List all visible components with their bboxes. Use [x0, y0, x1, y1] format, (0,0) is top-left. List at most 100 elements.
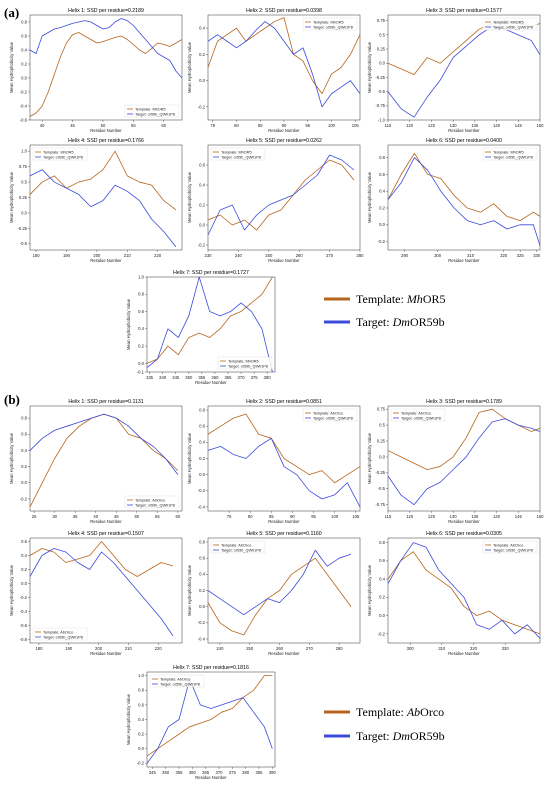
chart-7-title: Helix 7: SSD per residue=0.1727 [173, 270, 249, 276]
chart-2-xtick-label: 105 [352, 123, 360, 128]
chart-9-ytick-label: -0.4 [198, 504, 206, 509]
chart-2-frame [207, 14, 361, 121]
chart-11-frame [29, 537, 183, 644]
chart-7-series-template-line [146, 276, 273, 364]
chart-3-xtick-label: 135 [471, 123, 479, 128]
chart-9-ytick-label: 0.4 [199, 440, 205, 445]
chart-3-ytick-label: -0.25 [375, 75, 385, 80]
chart-11-title: Helix 4: SSD per residue=0.1507 [68, 531, 144, 537]
chart-5-legend-entry: Template: MhOR5 [221, 150, 252, 154]
chart-9-legend-entry: Target: or59b_Q9W1P8 [313, 416, 353, 420]
chart-3-ytick-label: 0.75 [377, 18, 386, 23]
chart-1-xtick-label: 50 [101, 123, 106, 128]
chart-5-series-template-line [207, 159, 355, 231]
chart-8-xtick-label: 50 [134, 514, 139, 519]
big-legend-b-target-label: Target: DmOR59b [356, 729, 445, 743]
chart-12-ytick-label: 0.2 [199, 588, 205, 593]
chart-4-legend-entry: Template: MhOR5 [43, 150, 74, 154]
chart-3-legend-entry: Target: or59b_Q9W1P8 [493, 25, 533, 29]
chart-5-ytick-label: 0.4 [199, 182, 205, 187]
chart-8-ytick-label: 0.4 [21, 448, 27, 453]
chart-13: Helix 6: SSD per residue=0.0305 300 310 320… [367, 531, 541, 656]
chart-9: Helix 2: SSD per residue=0.0851 75 80 85 90 9… [187, 399, 361, 524]
chart-3-xtick-label: 145 [515, 123, 523, 128]
chart-13-legend-box [482, 540, 538, 554]
chart-14-xtick-label: 370 [216, 770, 224, 775]
chart-4-ylabel: Mean Hydrophobicity Value [9, 171, 14, 223]
chart-6-xtick-label: 290 [401, 253, 409, 258]
chart-10-legend-entry: Template: AbOrco [401, 411, 431, 415]
chart-11-ytick-label: 0.2 [21, 567, 27, 572]
chart-3-xtick-label: 120 [406, 123, 414, 128]
chart-4-ytick-label: -0.5 [20, 241, 28, 246]
chart-5-ytick-label: 0.6 [199, 162, 205, 167]
chart-12-title: Helix 5: SSD per residue=0.1160 [246, 531, 321, 537]
chart-9-xtick-label: 90 [290, 514, 295, 519]
chart-7-legend-box [217, 356, 273, 370]
chart-3-ytick-label: 0.25 [377, 46, 386, 51]
chart-14-xtick-label: 375 [229, 770, 237, 775]
chart-4-frame [29, 144, 183, 251]
chart-2: Helix 2: SSD per residue=0.0398 75 80 85 90 9… [187, 8, 361, 133]
chart-11-ytick-label: -0.6 [20, 623, 28, 628]
chart-2-ytick-label: 0.4 [199, 26, 205, 31]
chart-8-title: Helix 1: SSD per residue=0.1131 [68, 399, 143, 405]
chart-12-legend-entry: Target: or59b_Q9W1P8 [221, 548, 261, 552]
chart-13-series-template-line [387, 551, 541, 635]
chart-9-xlabel: Residue Number [268, 519, 300, 524]
chart-9-series-target-line [207, 437, 361, 508]
chart-4-ytick-label: 0.5 [21, 179, 27, 184]
chart-1-xtick-label: 60 [161, 123, 166, 128]
chart-14-ytick-label: 0.6 [138, 702, 144, 707]
chart-2-legend-entry: Target: or59b_Q9W1P8 [313, 25, 353, 29]
chart-14-ytick-label: 0.0 [138, 746, 144, 751]
chart-10-series-target-line [387, 418, 541, 506]
chart-3-ytick-label: -0.75 [375, 103, 385, 108]
chart-8-xtick-label: 45 [114, 514, 119, 519]
chart-9-ytick-label: 0.8 [199, 407, 205, 412]
chart-3-title: Helix 3: SSD per residue=0.1577 [426, 8, 502, 14]
chart-7-series-target-line [146, 276, 273, 373]
chart-4-series-target-line [29, 169, 177, 248]
chart-10-ytick-label: -0.25 [375, 470, 385, 475]
chart-8-xtick-label: 55 [155, 514, 160, 519]
chart-1-xtick-label: 45 [70, 123, 75, 128]
chart-4-series-template-line [29, 150, 177, 211]
chart-1-xtick-label: 55 [131, 123, 136, 128]
chart-5-ytick-label: 0.2 [199, 202, 205, 207]
chart-7-ytick-label: 0.2 [138, 343, 144, 348]
chart-1-ytick-label: -0.2 [20, 89, 28, 94]
chart-5-xtick-label: 240 [235, 253, 243, 258]
chart-2-xtick-label: 100 [328, 123, 336, 128]
chart-11-ylabel: Mean Hydrophobicity Value [9, 564, 14, 616]
chart-7-legend-entry: Target: or59b_Q9W1P8 [228, 364, 268, 368]
chart-3-xtick-label: 125 [428, 123, 436, 128]
chart-4-legend-box [32, 147, 88, 161]
chart-11-ytick-label: -0.4 [20, 609, 28, 614]
chart-10-legend-entry: Target: or59b_Q9W1P8 [401, 416, 441, 420]
chart-12-xtick-label: 250 [246, 646, 254, 651]
chart-1-ytick-label: 0.8 [21, 19, 27, 24]
chart-10-xtick-label: 140 [493, 514, 501, 519]
chart-6-ytick-label: 0.2 [379, 205, 385, 210]
chart-11-ytick-label: -0.8 [20, 637, 28, 642]
chart-2-xtick-label: 90 [282, 123, 287, 128]
chart-6-ylabel: Mean Hydrophobicity Value [367, 171, 372, 223]
chart-14-legend-entry: Template: AbOrco [160, 677, 190, 681]
chart-12-ytick-label: 0.0 [199, 604, 205, 609]
chart-10-ytick-label: -0.5 [378, 486, 386, 491]
chart-12-xtick-label: 270 [306, 646, 314, 651]
chart-7-frame [146, 276, 276, 373]
chart-2-ytick-label: -0.2 [198, 104, 206, 109]
chart-3-ytick-label: 0.0 [379, 61, 385, 66]
chart-8-xtick-label: 60 [176, 514, 181, 519]
chart-6-xlabel: Residue Number [448, 258, 480, 263]
chart-4-legend-entry: Target: or59b_Q9W1P8 [43, 155, 83, 159]
chart-8-ytick-label: 0.8 [21, 416, 27, 421]
chart-11-ytick-label: 0.4 [21, 553, 27, 558]
chart-7-xtick-label: 335 [146, 375, 154, 380]
chart-13-series-target-line [387, 542, 541, 639]
